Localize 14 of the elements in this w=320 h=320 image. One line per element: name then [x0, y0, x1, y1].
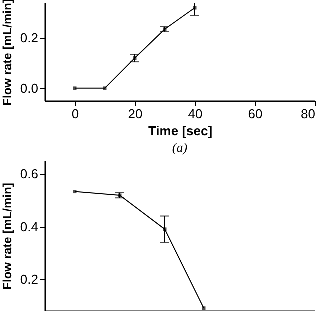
x-tick-label: 80 [301, 106, 316, 122]
x-tick-label: 20 [128, 106, 143, 122]
x-tick-label: 60 [248, 106, 263, 122]
x-tick-label: 40 [188, 106, 203, 122]
x-axis-title: Time [sec] [148, 124, 213, 138]
y-axis-title: Flow rate [mL/min] [0, 0, 14, 106]
y-axis-title: Flow rate [mL/min] [0, 183, 14, 290]
y-tick-label: 0.6 [20, 166, 38, 182]
text: (a) [172, 140, 188, 155]
y-tick-label: 0.2 [20, 272, 38, 287]
y-tick-label: 0.2 [20, 30, 38, 46]
y-tick-label: 0.0 [20, 80, 38, 96]
x-tick-label: 0 [72, 106, 80, 122]
y-tick-label: 0.4 [20, 219, 38, 234]
